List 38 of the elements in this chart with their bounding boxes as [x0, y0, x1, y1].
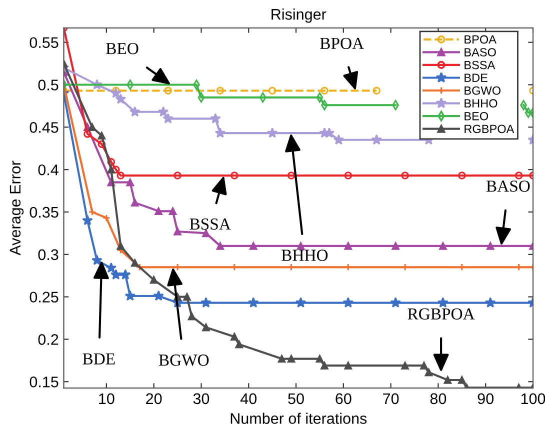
- annotation: BSSA: [190, 218, 231, 230]
- chart-title: Risinger: [272, 8, 326, 23]
- legend-label: RGBPOA: [464, 124, 514, 134]
- x-tick-label: 30: [193, 393, 210, 404]
- legend-label: BEO: [464, 112, 488, 120]
- x-tick-label: 60: [336, 393, 352, 404]
- legend-label: BSSA: [464, 60, 496, 70]
- annotation: BHHO: [282, 250, 328, 261]
- legend-label: BPOA: [464, 35, 496, 44]
- x-tick-label: 50: [288, 393, 304, 404]
- x-tick-label: 100: [521, 393, 545, 404]
- y-tick-label: 0.5: [38, 80, 58, 90]
- legend-label: BASO: [464, 48, 496, 56]
- legend-label: BGWO: [464, 86, 500, 95]
- y-tick-label: 0.55: [30, 37, 58, 48]
- annotation: BPOA: [320, 38, 364, 50]
- y-axis-title: Average Error: [10, 160, 24, 256]
- x-tick-label: 80: [430, 393, 446, 404]
- annotation: BGWO: [158, 354, 209, 366]
- annotation: BDE: [82, 353, 115, 364]
- legend-label: BHHO: [464, 99, 498, 108]
- annotation: BASO: [486, 180, 530, 192]
- y-tick-label: 0.25: [30, 292, 58, 303]
- x-tick-label: 10: [99, 393, 114, 404]
- y-tick-label: 0.35: [30, 206, 58, 218]
- y-tick-label: 0.45: [30, 122, 58, 133]
- y-tick-label: 0.4: [38, 164, 58, 176]
- y-tick-label: 0.2: [38, 334, 58, 345]
- x-tick-label: 40: [240, 393, 257, 404]
- y-tick-label: 0.3: [38, 249, 58, 260]
- x-axis-title: Number of iterations: [230, 412, 367, 424]
- x-tick-label: 70: [383, 393, 399, 404]
- x-tick-label: 90: [478, 393, 494, 404]
- y-tick-label: 0.15: [30, 376, 58, 388]
- legend-label: BDE: [464, 74, 488, 82]
- annotation: RGBPOA: [408, 308, 475, 320]
- annotation: BEO: [106, 42, 138, 54]
- x-tick-label: 20: [146, 393, 162, 404]
